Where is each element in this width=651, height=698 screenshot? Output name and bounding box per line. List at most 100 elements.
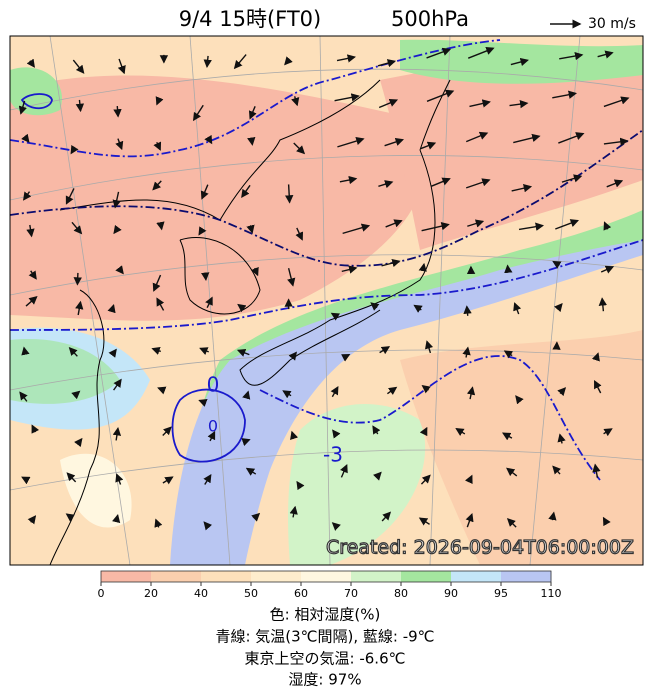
- colorbar-tick-label: 80: [394, 587, 408, 600]
- wind-arrow: [117, 58, 126, 75]
- wind-arrow: [198, 226, 207, 236]
- wind-arrow: [465, 512, 474, 528]
- wind-arrow: [200, 184, 209, 200]
- wind-arrow: [113, 224, 122, 235]
- wind-arrow: [548, 511, 557, 521]
- wind-arrow: [511, 184, 533, 193]
- wind-arrow: [378, 180, 394, 189]
- wind-arrow: [334, 93, 360, 102]
- wind-arrow: [21, 346, 30, 356]
- colorbar-tick-label: 70: [344, 587, 358, 600]
- wind-arrow: [385, 219, 403, 228]
- wind-arrow: [603, 96, 630, 108]
- wind-arrow: [250, 266, 259, 277]
- wind-arrow: [291, 96, 300, 107]
- wind-arrow: [598, 297, 608, 312]
- wind-arrow: [112, 191, 121, 209]
- wind-arrow: [287, 268, 296, 287]
- wind-arrow: [502, 432, 513, 441]
- wind-arrow: [592, 463, 601, 478]
- wind-arrow: [155, 96, 164, 106]
- wind-arrow: [203, 55, 212, 69]
- wind-arrow: [156, 221, 165, 231]
- wind-arrow: [421, 222, 450, 232]
- wind-arrow: [506, 518, 517, 528]
- wind-arrow: [603, 221, 612, 231]
- wind-arrow: [413, 304, 423, 313]
- wind-arrow: [426, 47, 452, 59]
- wind-arrow: [285, 184, 294, 204]
- wind-arrow: [27, 515, 37, 525]
- wind-arrow: [26, 58, 35, 68]
- wind-arrow: [289, 505, 298, 518]
- wind-arrow: [71, 221, 83, 235]
- wind-arrow: [381, 258, 401, 268]
- wind-arrow: [421, 384, 431, 394]
- wind-arrow: [515, 395, 524, 405]
- wind-arrow: [509, 99, 529, 109]
- wind-arrow: [115, 473, 124, 485]
- wind-arrow: [330, 312, 341, 321]
- colorbar-tick-label: 60: [294, 587, 308, 600]
- wind-arrow: [603, 428, 613, 437]
- wind-arrow: [205, 296, 213, 309]
- wind-arrow: [204, 134, 213, 145]
- wind-arrow: [157, 386, 167, 395]
- wind-arrow: [552, 260, 562, 269]
- colorbar-tick-label: 40: [194, 587, 208, 600]
- wind-arrow: [370, 302, 380, 311]
- wind-arrow: [66, 472, 77, 483]
- wind-arrow: [503, 350, 514, 359]
- wind-arrow: [70, 144, 79, 155]
- created-label: Created: 2026-09-04T06:00:00Z: [326, 537, 634, 559]
- wind-arrow: [26, 224, 35, 238]
- wind-arrow: [152, 180, 162, 191]
- wind-arrow: [591, 352, 600, 362]
- wind-arrow: [554, 302, 563, 313]
- wind-arrow: [465, 178, 491, 189]
- wind-arrow: [18, 100, 27, 115]
- wind-arrow: [557, 433, 566, 444]
- wind-arrow: [418, 262, 427, 272]
- scale-label: 30 m/s: [588, 16, 636, 32]
- wind-arrow: [462, 346, 471, 358]
- wind-arrow: [284, 56, 293, 66]
- wind-arrow: [506, 467, 518, 477]
- wind-arrow: [246, 224, 255, 234]
- wind-arrow: [242, 390, 251, 400]
- wind-arrow: [236, 348, 250, 357]
- wind-arrow: [372, 425, 381, 435]
- wind-arrow: [162, 476, 174, 485]
- contour-label: -3: [323, 443, 343, 467]
- colorbar-segment: [351, 571, 402, 582]
- wind-arrow: [606, 179, 624, 188]
- wind-arrow: [156, 297, 165, 311]
- wind-arrow: [426, 89, 455, 102]
- colorbar-tick-label: 90: [444, 587, 458, 600]
- contour-label: 0: [208, 417, 218, 436]
- wind-arrow: [72, 59, 85, 74]
- wind-arrow: [25, 295, 38, 307]
- wind-arrow: [341, 265, 358, 274]
- wind-arrow: [112, 427, 122, 441]
- wind-arrow: [31, 424, 40, 434]
- wind-arrow: [372, 471, 382, 481]
- wind-arrow: [420, 474, 431, 485]
- wind-arrow: [463, 305, 472, 316]
- wind-arrow: [282, 390, 292, 399]
- caption-line: 東京上空の気温: -6.6℃: [245, 650, 406, 668]
- wind-arrow: [71, 390, 81, 400]
- colorbar-frame: [100, 570, 552, 583]
- wind-arrow: [113, 106, 122, 118]
- map-frame: [9, 35, 644, 566]
- wind-arrow: [115, 138, 124, 151]
- wind-arrow: [248, 106, 257, 120]
- wind-arrow: [151, 346, 161, 355]
- wind-arrow: [513, 302, 522, 315]
- wind-arrow: [75, 300, 84, 316]
- wind-arrow: [112, 513, 121, 524]
- wind-arrow: [418, 517, 430, 526]
- wind-arrow: [107, 303, 116, 314]
- wind-arrow: [337, 136, 365, 148]
